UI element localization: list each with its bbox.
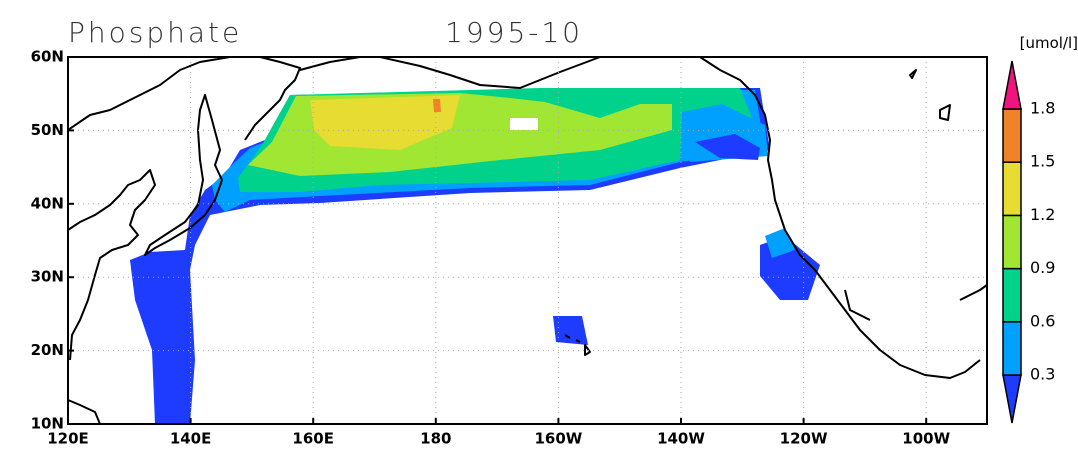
lat-label: 60N: [31, 48, 64, 66]
lon-label: 120E: [47, 430, 89, 448]
coast-hawaii: [564, 334, 591, 356]
colorbar-low-arrow: [1002, 374, 1022, 424]
lat-label: 30N: [31, 268, 64, 286]
lon-label: 100W: [902, 430, 950, 448]
colorbar-label: 1.8: [1030, 99, 1055, 118]
coast-asia: [67, 56, 231, 425]
lat-label: 10N: [31, 415, 64, 433]
colorbar-high-arrow: [1002, 60, 1022, 110]
coast-japan: [144, 94, 223, 256]
colorbar-segment: [1002, 267, 1022, 323]
phosphate-field: [130, 88, 820, 424]
field-region: [695, 134, 760, 160]
lat-label: 40N: [31, 194, 64, 212]
colorbar-segment: [1002, 321, 1022, 376]
colorbar: 0.3 0.6 0.9 1.2 1.5 1.8: [1002, 60, 1055, 424]
colorbar-segment: [1002, 161, 1022, 217]
date: 1995-10: [445, 16, 583, 49]
title: Phosphate: [68, 16, 242, 49]
field-region: [553, 316, 588, 345]
field-region: [433, 99, 441, 112]
lon-label: 160E: [292, 430, 334, 448]
field-region: [310, 95, 460, 150]
colorbar-segment: [1002, 108, 1022, 163]
coast-north-america: [699, 56, 988, 379]
lat-label: 20N: [31, 341, 64, 359]
colorbar-label: 0.6: [1030, 311, 1055, 330]
map-frame: [67, 56, 988, 425]
lon-label: 120W: [780, 430, 828, 448]
colorbar-label: 1.2: [1030, 205, 1055, 224]
colorbar-label: 1.5: [1030, 152, 1055, 171]
lon-label: 140W: [657, 430, 705, 448]
coast-kamchatka: [244, 56, 601, 141]
lon-label: 140E: [170, 430, 212, 448]
unit: [umol/l]: [1020, 34, 1078, 52]
field-gap: [510, 118, 538, 130]
colorbar-label: 0.9: [1030, 258, 1055, 277]
coastlines: [67, 56, 988, 425]
colorbar-segment: [1002, 214, 1022, 270]
lat-label: 50N: [31, 121, 64, 139]
lon-label: 180: [420, 430, 451, 448]
colorbar-label: 0.3: [1030, 365, 1055, 384]
lon-label: 160W: [534, 430, 582, 448]
